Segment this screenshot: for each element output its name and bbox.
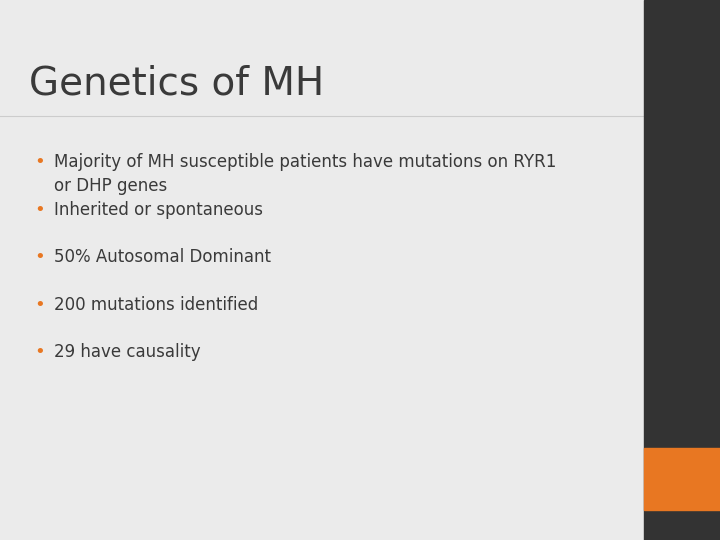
Text: Inherited or spontaneous: Inherited or spontaneous: [54, 200, 263, 219]
Bar: [644, 0, 720, 540]
Text: •: •: [35, 295, 45, 314]
Text: Genetics of MH: Genetics of MH: [29, 65, 324, 103]
Text: •: •: [35, 343, 45, 361]
Text: 50% Autosomal Dominant: 50% Autosomal Dominant: [54, 248, 271, 266]
Text: or DHP genes: or DHP genes: [54, 177, 167, 195]
Text: 200 mutations identified: 200 mutations identified: [54, 295, 258, 314]
Text: •: •: [35, 200, 45, 219]
Text: 29 have causality: 29 have causality: [54, 343, 201, 361]
Text: Majority of MH susceptible patients have mutations on RYR1: Majority of MH susceptible patients have…: [54, 153, 557, 171]
Text: •: •: [35, 248, 45, 266]
Bar: [644, 448, 720, 510]
Text: •: •: [35, 153, 45, 171]
